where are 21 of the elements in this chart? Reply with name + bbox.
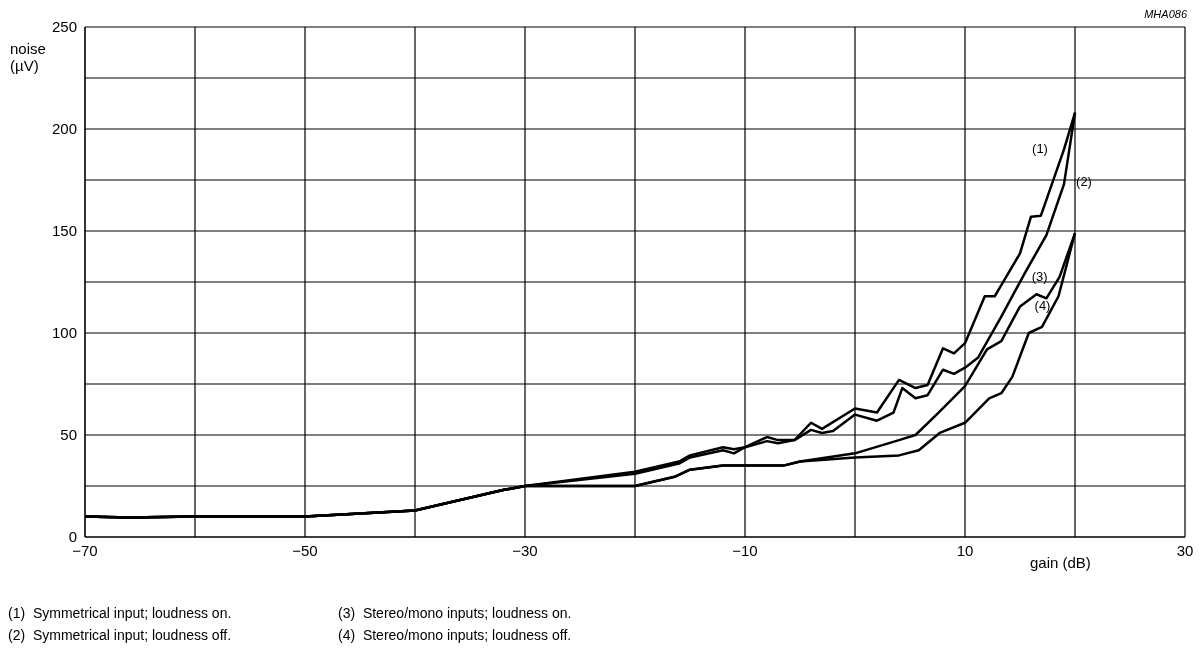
x-tick-label: 30 (1176, 541, 1194, 559)
x-tick-label: 10 (956, 541, 974, 559)
y-tick-label: 50 (60, 426, 77, 444)
y-tick-label: 200 (51, 120, 77, 138)
text: (1) Symmetrical input; loudness on. (8, 605, 233, 621)
x-tick-label: −10 (732, 541, 758, 559)
x-tick-label: −50 (292, 541, 318, 559)
text: (4) Stereo/mono inputs; loudness off. (338, 627, 573, 643)
series-label: (4) (1034, 298, 1051, 314)
y-tick-label: 150 (51, 222, 77, 240)
y-tick-label: 100 (51, 324, 77, 342)
x-tick-label: −30 (512, 541, 538, 559)
text: (2) Symmetrical input; loudness off. (8, 627, 233, 643)
x-axis-title: gain (dB) (1030, 554, 1091, 571)
y-tick-label: 250 (51, 18, 77, 36)
text: (3) Stereo/mono inputs; loudness on. (338, 605, 573, 621)
text: MHA086 (1144, 8, 1187, 20)
series-label: (3) (1031, 268, 1048, 284)
y-axis-title: noise (µV) (10, 40, 47, 74)
series-label: (1) (1032, 141, 1048, 157)
series-label: (2) (1076, 174, 1092, 190)
